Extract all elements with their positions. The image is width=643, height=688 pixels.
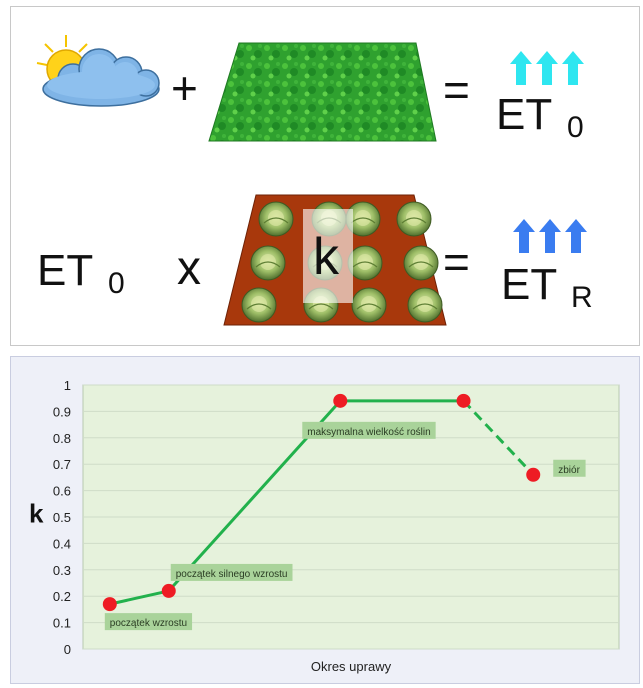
etr-result-main: ET <box>501 260 558 309</box>
data-point-marker <box>102 597 117 612</box>
cabbage-icon <box>258 201 294 237</box>
y-tick-label: 0 <box>64 642 71 657</box>
cabbage-icon <box>396 201 432 237</box>
data-point-marker <box>526 467 541 482</box>
up-arrow-icon <box>510 51 532 85</box>
cabbage-icon <box>347 245 383 281</box>
y-tick-label: 0.6 <box>53 484 71 499</box>
y-tick-label: 0.4 <box>53 536 71 551</box>
y-tick-label: 0.2 <box>53 589 71 604</box>
cyan-up-arrows-icon <box>510 51 584 85</box>
series-line-dashed <box>462 399 535 476</box>
y-tick-label: 1 <box>64 378 71 393</box>
y-tick-label: 0.8 <box>53 431 71 446</box>
k-coefficient-chart: 0 0.1 0.2 0.3 0.4 0.5 0.6 0.7 0.8 0.9 1 początek w… <box>29 378 620 674</box>
cabbage-icon <box>403 245 439 281</box>
svg-text:początek wzrostu: początek wzrostu <box>110 618 187 629</box>
point-label: początek silnego wzrostu <box>170 563 293 581</box>
up-arrow-icon <box>513 219 535 253</box>
y-axis-label: k <box>29 498 44 528</box>
cabbage-icon <box>250 245 286 281</box>
point-label-background <box>170 563 293 581</box>
data-point-marker <box>456 393 471 408</box>
y-tick-label: 0.5 <box>53 510 71 525</box>
up-arrow-icon <box>562 51 584 85</box>
cabbage-field-icon <box>223 194 447 326</box>
et0-result-main: ET <box>496 90 553 139</box>
equation-panel: + = ET 0 ET 0 x k = ET R <box>10 6 640 346</box>
point-label: maksymalna wielkość roślin <box>302 421 436 439</box>
point-label-background <box>553 459 586 477</box>
y-tick-label: 0.3 <box>53 563 71 578</box>
x-axis-label: Okres uprawy <box>311 659 392 674</box>
data-point-marker <box>161 583 176 598</box>
et0-left-main: ET <box>37 246 94 295</box>
sun-cloud-icon <box>36 35 160 107</box>
etr-result-subscript: R <box>571 281 593 314</box>
equals-sign-bottom: = <box>443 236 470 288</box>
series-line <box>109 589 170 606</box>
crop-coefficient-k: k <box>313 228 339 286</box>
svg-text:początek silnego wzrostu: początek silnego wzrostu <box>176 569 288 580</box>
et0-result-subscript: 0 <box>567 111 584 144</box>
up-arrow-icon <box>565 219 587 253</box>
svg-text:zbiór: zbiór <box>558 465 580 476</box>
y-tick-label: 0.9 <box>53 404 71 419</box>
blue-up-arrows-icon <box>513 219 587 253</box>
times-sign: x <box>177 242 201 295</box>
point-label-background <box>104 613 193 631</box>
plus-sign: + <box>171 62 198 114</box>
point-label-background <box>302 421 436 439</box>
up-arrow-icon <box>539 219 561 253</box>
point-label: zbiór <box>553 459 586 477</box>
equation-graphics <box>36 35 587 326</box>
y-tick-label: 0.1 <box>53 616 71 631</box>
grass-field-icon <box>208 42 437 142</box>
cabbage-icon <box>241 287 277 323</box>
equals-sign-top: = <box>443 64 470 116</box>
cabbage-icon <box>351 287 387 323</box>
cabbage-icon <box>407 287 443 323</box>
svg-text:maksymalna wielkość roślin: maksymalna wielkość roślin <box>307 427 430 438</box>
up-arrow-icon <box>536 51 558 85</box>
point-label: początek wzrostu <box>104 613 193 631</box>
et0-left-subscript: 0 <box>108 267 125 300</box>
y-tick-label: 0.7 <box>53 457 71 472</box>
data-point-marker <box>333 393 348 408</box>
k-coefficient-chart-panel: 0 0.1 0.2 0.3 0.4 0.5 0.6 0.7 0.8 0.9 1 początek w… <box>10 356 640 684</box>
